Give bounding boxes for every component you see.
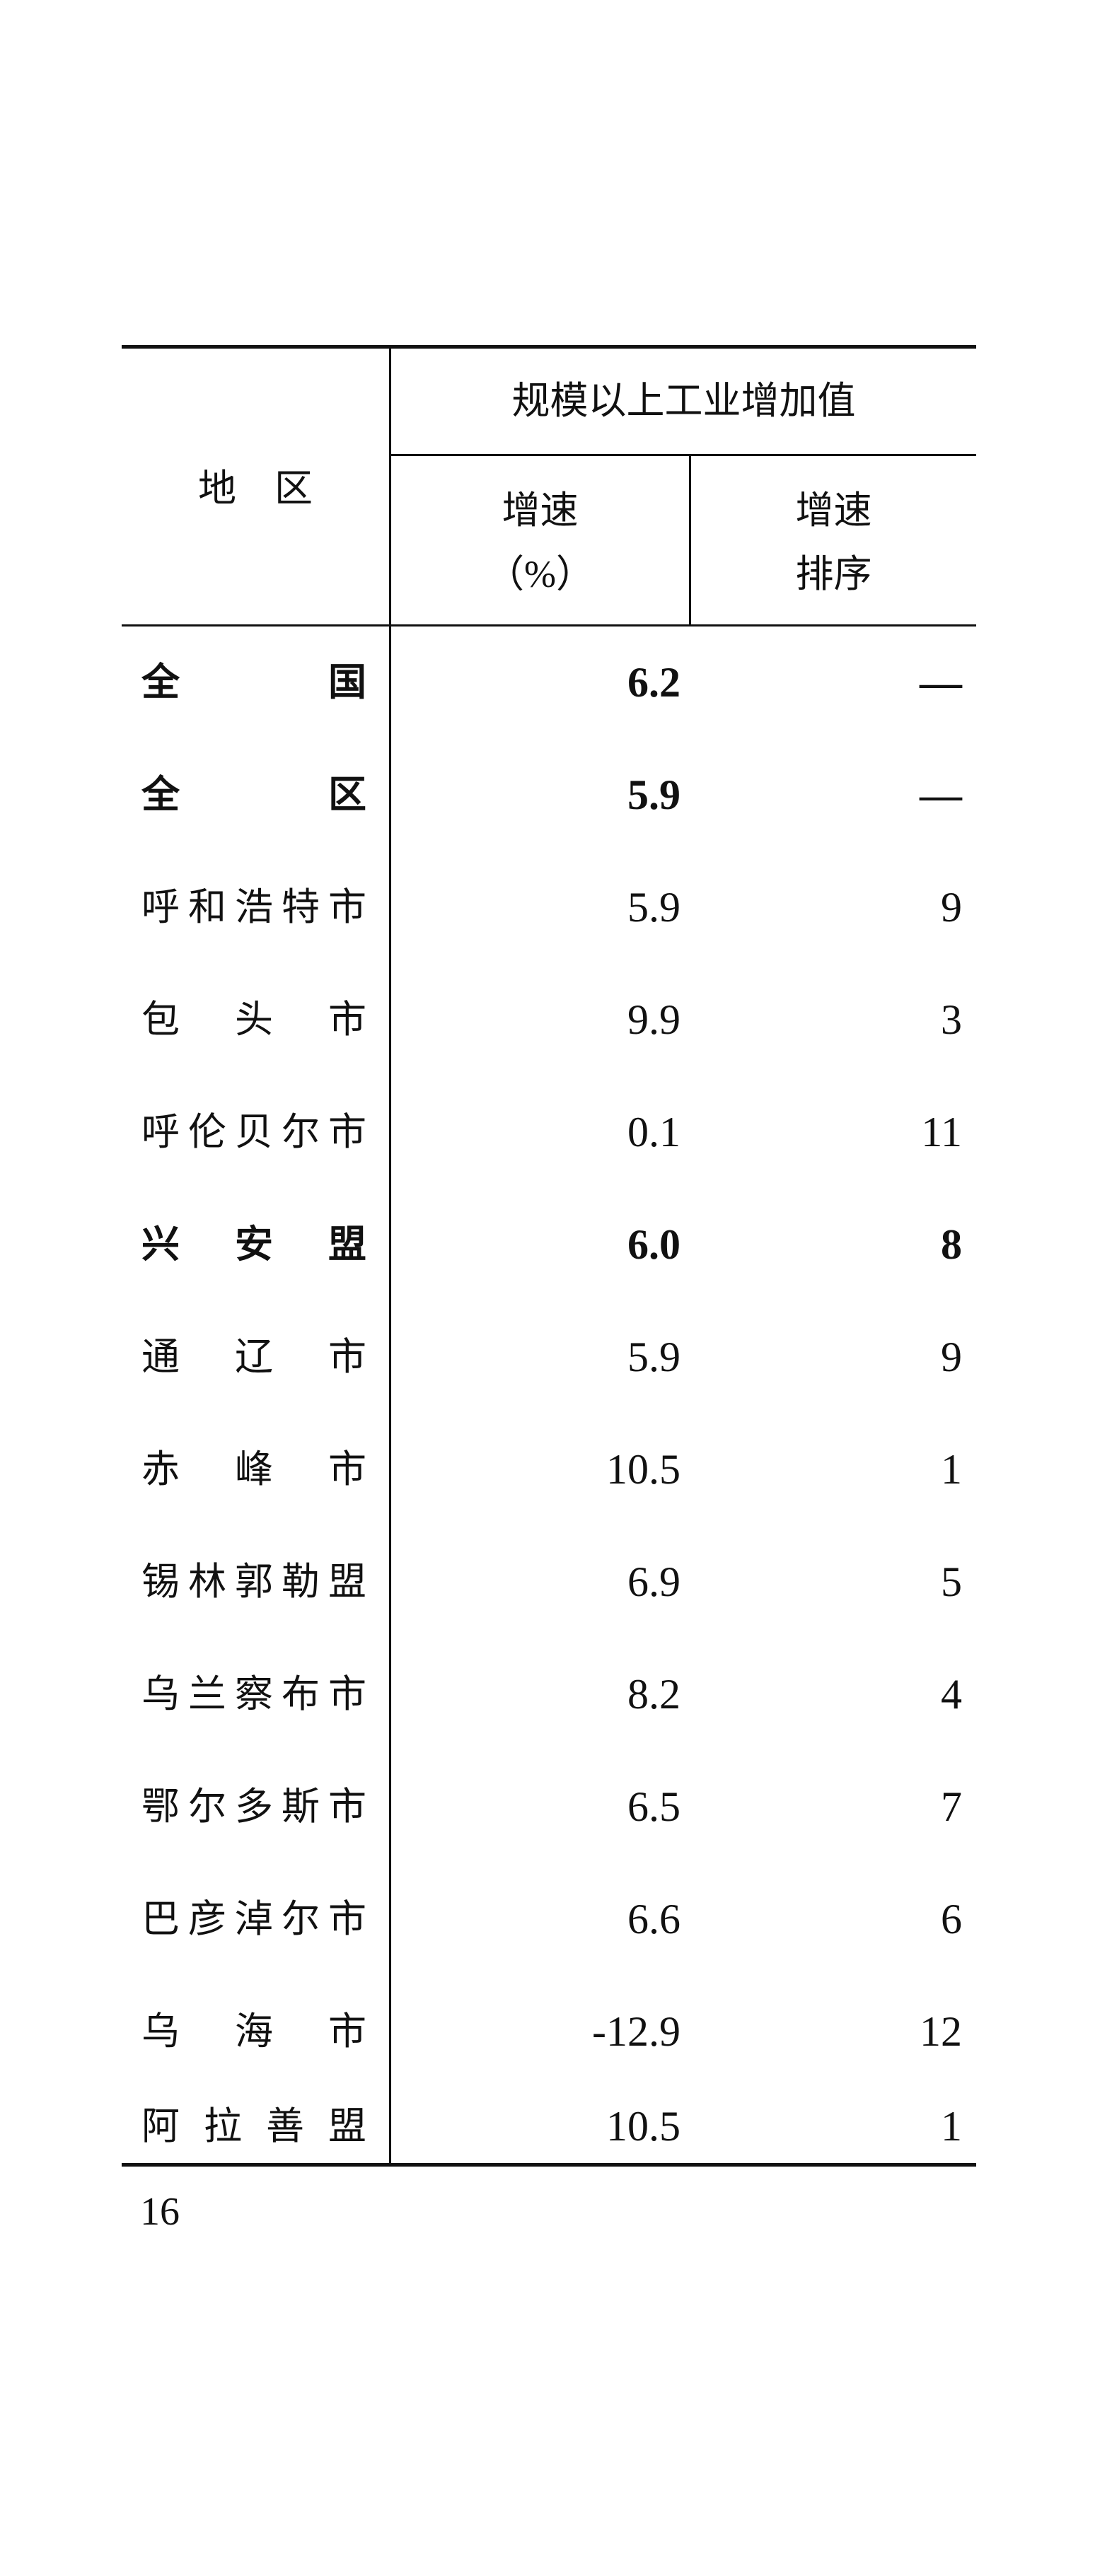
- table-row: 全国 6.2 —: [122, 626, 976, 738]
- rank-cell: 4: [941, 1670, 962, 1718]
- rank-cell: 8: [941, 1220, 962, 1268]
- header-rank-line1: 增速: [795, 489, 872, 532]
- subheader-divider: [689, 455, 691, 626]
- rank-cell: 7: [941, 1783, 962, 1830]
- header-region: 地 区: [198, 467, 313, 510]
- rank-cell: —: [920, 771, 962, 818]
- growth-cell: 8.2: [627, 1670, 680, 1718]
- table-row: 赤峰市 10.5 1: [122, 1413, 976, 1525]
- rank-cell: 9: [941, 1333, 962, 1380]
- growth-cell: 9.9: [627, 996, 680, 1043]
- growth-cell: 10.5: [606, 1445, 680, 1493]
- growth-cell: 5.9: [627, 771, 680, 818]
- page-number: 16: [140, 2190, 180, 2234]
- table-row: 呼和浩特市 5.9 9: [122, 851, 976, 963]
- growth-cell: -12.9: [592, 2007, 680, 2055]
- header-bottom-rule: [122, 624, 976, 626]
- region-cell: 呼和浩特市: [141, 885, 366, 928]
- rank-cell: 9: [941, 883, 962, 931]
- table-row: 全区 5.9 —: [122, 738, 976, 851]
- growth-cell: 5.9: [627, 883, 680, 931]
- region-cell: 锡林郭勒盟: [141, 1560, 366, 1603]
- region-cell: 巴彦淖尔市: [141, 1897, 366, 1940]
- rank-cell: —: [920, 658, 962, 706]
- header-industrial-value-added: 规模以上工业增加值: [511, 380, 856, 422]
- region-column-divider: [389, 348, 391, 2164]
- header-group-rule: [390, 454, 976, 456]
- region-cell: 兴安盟: [141, 1223, 366, 1266]
- rank-cell: 12: [920, 2007, 962, 2055]
- table-row: 阿拉善盟 10.5 1: [122, 2070, 976, 2182]
- table-row: 包头市 9.9 3: [122, 963, 976, 1076]
- region-cell: 鄂尔多斯市: [141, 1785, 366, 1828]
- rank-cell: 6: [941, 1895, 962, 1942]
- table-top-rule: [122, 345, 976, 349]
- growth-cell: 6.9: [627, 1558, 680, 1605]
- growth-cell: 6.6: [627, 1895, 680, 1942]
- rank-cell: 11: [921, 1108, 962, 1155]
- table-row: 通辽市 5.9 9: [122, 1300, 976, 1413]
- region-cell: 全国: [141, 660, 366, 704]
- table-row: 锡林郭勒盟 6.9 5: [122, 1525, 976, 1638]
- growth-cell: 6.2: [627, 658, 680, 706]
- growth-cell: 5.9: [627, 1333, 680, 1380]
- growth-cell: 0.1: [627, 1108, 680, 1155]
- table-row: 鄂尔多斯市 6.5 7: [122, 1750, 976, 1863]
- table-bottom-rule: [122, 2163, 976, 2167]
- rank-cell: 1: [941, 2102, 962, 2150]
- header-growth-line2: （%）: [486, 553, 594, 595]
- growth-cell: 10.5: [606, 2102, 680, 2150]
- table-row: 乌兰察布市 8.2 4: [122, 1638, 976, 1750]
- header-growth-line1: 增速: [502, 489, 579, 532]
- rank-cell: 3: [941, 996, 962, 1043]
- region-cell: 包头市: [141, 998, 366, 1041]
- region-cell: 全区: [141, 773, 366, 816]
- growth-cell: 6.0: [627, 1220, 680, 1268]
- growth-cell: 6.5: [627, 1783, 680, 1830]
- region-cell: 阿拉善盟: [141, 2104, 366, 2147]
- region-cell: 乌兰察布市: [141, 1672, 366, 1715]
- region-cell: 乌海市: [141, 2010, 366, 2053]
- rank-cell: 5: [941, 1558, 962, 1605]
- region-cell: 呼伦贝尔市: [141, 1110, 366, 1153]
- table-row: 巴彦淖尔市 6.6 6: [122, 1863, 976, 1975]
- header-rank-line2: 排序: [795, 553, 872, 595]
- rank-cell: 1: [941, 1445, 962, 1493]
- table-row: 呼伦贝尔市 0.1 11: [122, 1076, 976, 1188]
- region-cell: 赤峰市: [141, 1447, 366, 1491]
- table-row: 兴安盟 6.0 8: [122, 1188, 976, 1300]
- region-cell: 通辽市: [141, 1335, 366, 1378]
- table-row: 乌海市 -12.9 12: [122, 1975, 976, 2087]
